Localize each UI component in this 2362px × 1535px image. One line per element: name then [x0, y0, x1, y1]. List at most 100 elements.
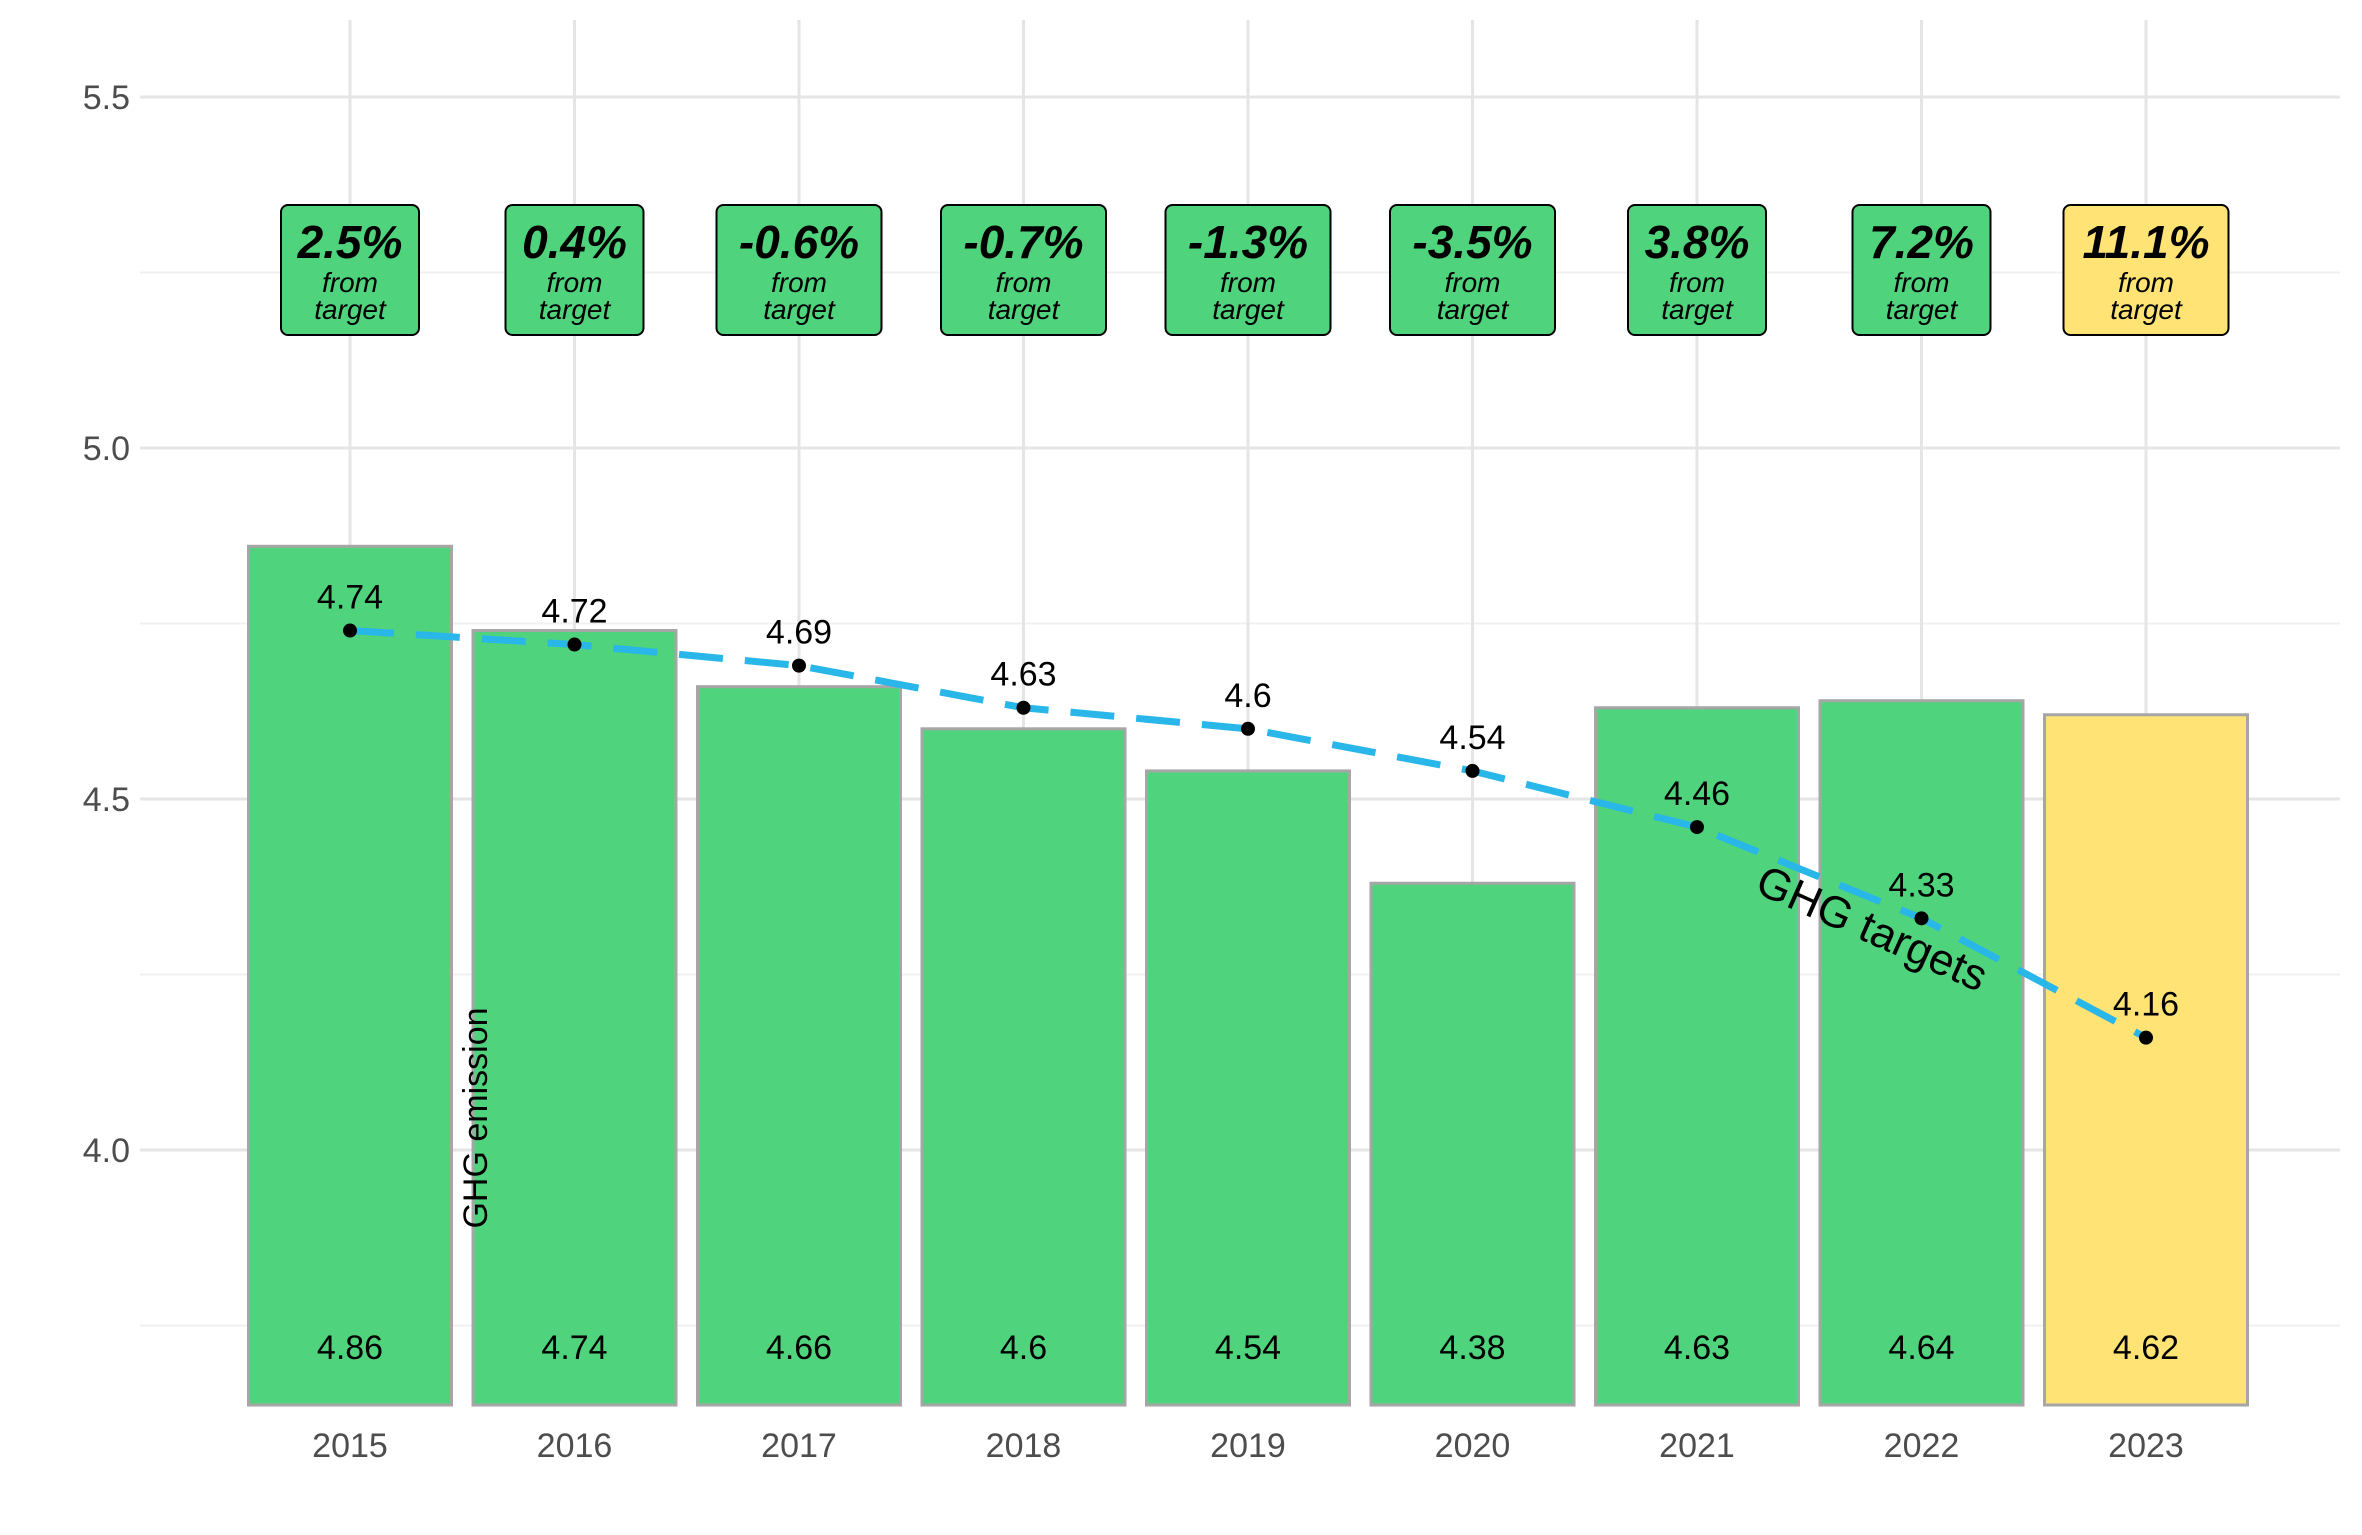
deviation-boxes: 2.5%fromtarget0.4%fromtarget-0.6%fromtar…	[280, 204, 2230, 336]
bar-value-labels: 4.86 4.74 4.66 4.6 4.54 4.38 4.63 4.64 4.62	[317, 1329, 2179, 1367]
deviation-percent: 2.5%	[297, 216, 403, 268]
deviation-box-frame	[715, 204, 883, 336]
x-tick-label: 2017	[761, 1427, 837, 1465]
deviation-box-frame	[280, 204, 420, 336]
bar-value-label: 4.63	[1664, 1329, 1730, 1367]
deviation-target-text: target	[1212, 294, 1285, 325]
y-tick-label: 4.0	[83, 1132, 130, 1170]
bar	[471, 629, 678, 1407]
deviation-percent: -3.5%	[1412, 216, 1532, 268]
deviation-from-text: from	[322, 267, 378, 298]
deviation-target-text: target	[314, 294, 387, 325]
x-tick-label: 2016	[537, 1427, 613, 1465]
deviation-target-text: target	[1886, 294, 1959, 325]
target-value-label: 4.33	[1888, 866, 1954, 904]
deviation-box-frame	[2062, 204, 2230, 336]
bar-value-label: 4.86	[317, 1329, 383, 1367]
x-tick-label: 2020	[1435, 1427, 1511, 1465]
target-value-label: 4.74	[317, 579, 383, 617]
bar-value-label: 4.38	[1439, 1329, 1505, 1367]
deviation-target-text: target	[988, 294, 1061, 325]
target-point	[343, 623, 357, 638]
bar-value-label: 4.66	[766, 1329, 832, 1367]
target-line	[349, 627, 2148, 1041]
target-point	[2139, 1030, 2153, 1045]
deviation-from-text: from	[1220, 267, 1276, 298]
deviation-box-frame	[940, 204, 1107, 336]
deviation-from-text: from	[771, 267, 827, 298]
target-value-label: 4.16	[2113, 986, 2179, 1024]
bar	[920, 727, 1127, 1407]
bar-value-label: 4.6	[1000, 1329, 1047, 1367]
deviation-percent: 7.2%	[1869, 216, 1974, 268]
bar-series	[247, 544, 2249, 1407]
target-value-label: 4.54	[1439, 719, 1505, 757]
target-value-label: 4.63	[990, 656, 1056, 694]
deviation-from-text: from	[547, 267, 603, 298]
deviation-percent: 11.1%	[2082, 216, 2209, 268]
x-tick-label: 2015	[312, 1427, 388, 1465]
deviation-target-text: target	[2110, 294, 2183, 325]
y-axis: 4.0 4.5 5.0 5.5	[83, 79, 130, 1170]
target-point	[1914, 911, 1929, 926]
deviation-box-frame	[1627, 204, 1767, 336]
x-axis: 2015 2016 2017 2018 2019 2020 2021 2022 2023	[312, 1427, 2184, 1465]
y-tick-label: 4.5	[83, 781, 130, 819]
y-tick-label: 5.5	[83, 79, 130, 117]
deviation-from-text: from	[996, 267, 1052, 298]
bar	[2043, 713, 2249, 1407]
target-line-series: 4.74 4.72 4.69 4.63 4.6 4.54 4.46 4.33 4.16	[317, 579, 2179, 1045]
deviation-from-text: from	[1894, 267, 1950, 298]
deviation-target-text: target	[1661, 294, 1734, 325]
emission-annotation: GHG emission	[457, 1007, 495, 1228]
target-point	[1241, 721, 1255, 736]
bar	[247, 544, 453, 1407]
deviation-box-frame	[504, 204, 645, 336]
deviation-from-text: from	[1669, 267, 1725, 298]
bar	[1145, 769, 1351, 1407]
deviation-from-text: from	[2118, 267, 2174, 298]
target-value-label: 4.69	[766, 614, 832, 652]
bar	[1818, 699, 2025, 1407]
bar	[696, 685, 902, 1407]
target-point	[792, 658, 806, 673]
target-value-label: 4.72	[541, 593, 607, 631]
bar-value-label: 4.62	[2113, 1329, 2179, 1367]
x-tick-label: 2023	[2108, 1427, 2184, 1465]
x-tick-label: 2018	[986, 1427, 1062, 1465]
bar-value-label: 4.54	[1215, 1329, 1281, 1367]
deviation-target-text: target	[763, 294, 836, 325]
target-point	[1016, 700, 1031, 715]
target-value-label: 4.6	[1224, 677, 1271, 715]
x-tick-label: 2021	[1659, 1427, 1735, 1465]
target-point	[1690, 820, 1704, 835]
target-point	[1465, 763, 1480, 778]
bar	[1369, 881, 1576, 1407]
bar-value-label: 4.64	[1888, 1329, 1954, 1367]
deviation-from-text: from	[1445, 267, 1501, 298]
deviation-percent: 3.8%	[1645, 216, 1750, 268]
target-value-label: 4.46	[1664, 775, 1730, 813]
target-point	[567, 637, 582, 652]
deviation-percent: -1.3%	[1188, 216, 1308, 268]
deviation-target-text: target	[539, 294, 612, 325]
deviation-percent: 0.4%	[522, 216, 627, 268]
deviation-box-frame	[1164, 204, 1332, 336]
x-tick-label: 2022	[1884, 1427, 1960, 1465]
deviation-box-frame	[1851, 204, 1992, 336]
x-tick-label: 2019	[1210, 1427, 1286, 1465]
bar-value-label: 4.74	[541, 1329, 607, 1367]
y-tick-label: 5.0	[83, 430, 130, 468]
deviation-target-text: target	[1437, 294, 1510, 325]
deviation-box-frame	[1389, 204, 1556, 336]
